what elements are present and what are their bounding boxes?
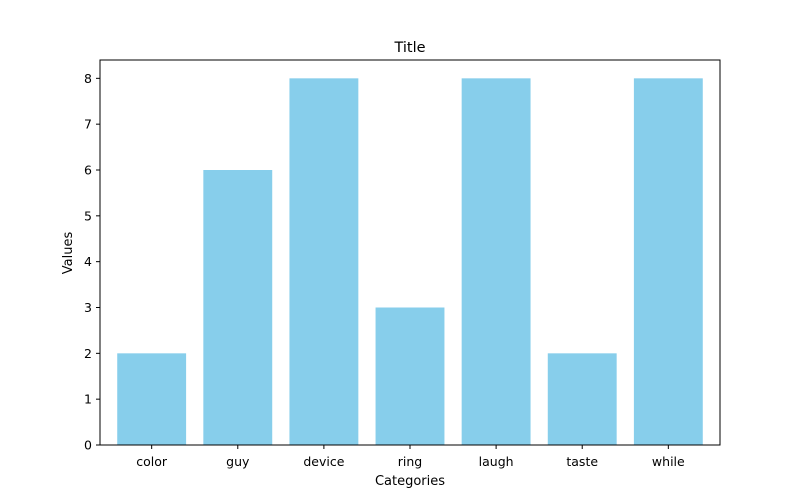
x-tick-label-taste: taste (566, 454, 598, 469)
chart-title: Title (393, 40, 425, 56)
x-axis-label: Categories (375, 474, 445, 489)
y-tick-label-8: 8 (84, 71, 92, 86)
y-tick-label-6: 6 (84, 163, 92, 178)
y-tick-label-3: 3 (84, 300, 92, 315)
x-tick-label-laugh: laugh (479, 454, 514, 469)
x-tick-label-color: color (136, 454, 168, 469)
bar-guy (203, 170, 273, 445)
x-tick-label-ring: ring (398, 454, 422, 469)
y-tick-label-2: 2 (84, 346, 92, 361)
bar-laugh (461, 78, 531, 445)
bar-ring (375, 307, 445, 445)
bars-layer (117, 78, 703, 445)
bar-device (289, 78, 359, 445)
y-tick-label-4: 4 (84, 254, 92, 269)
x-tick-label-while: while (652, 454, 685, 469)
y-tick-label-5: 5 (84, 208, 92, 223)
x-tick-label-device: device (303, 454, 344, 469)
y-tick-label-7: 7 (84, 117, 92, 132)
x-tick-label-guy: guy (226, 454, 250, 469)
plot-frame (99, 59, 721, 446)
bar-color (117, 353, 187, 445)
y-axis-label: Values (61, 232, 76, 275)
bar-taste (547, 353, 617, 445)
y-axis: 0 1 2 3 4 5 6 7 8 (84, 71, 100, 453)
x-axis: color guy device ring laugh taste while (136, 445, 685, 469)
bar-while (633, 78, 703, 445)
y-tick-label-0: 0 (84, 438, 92, 453)
y-tick-label-1: 1 (84, 392, 92, 407)
